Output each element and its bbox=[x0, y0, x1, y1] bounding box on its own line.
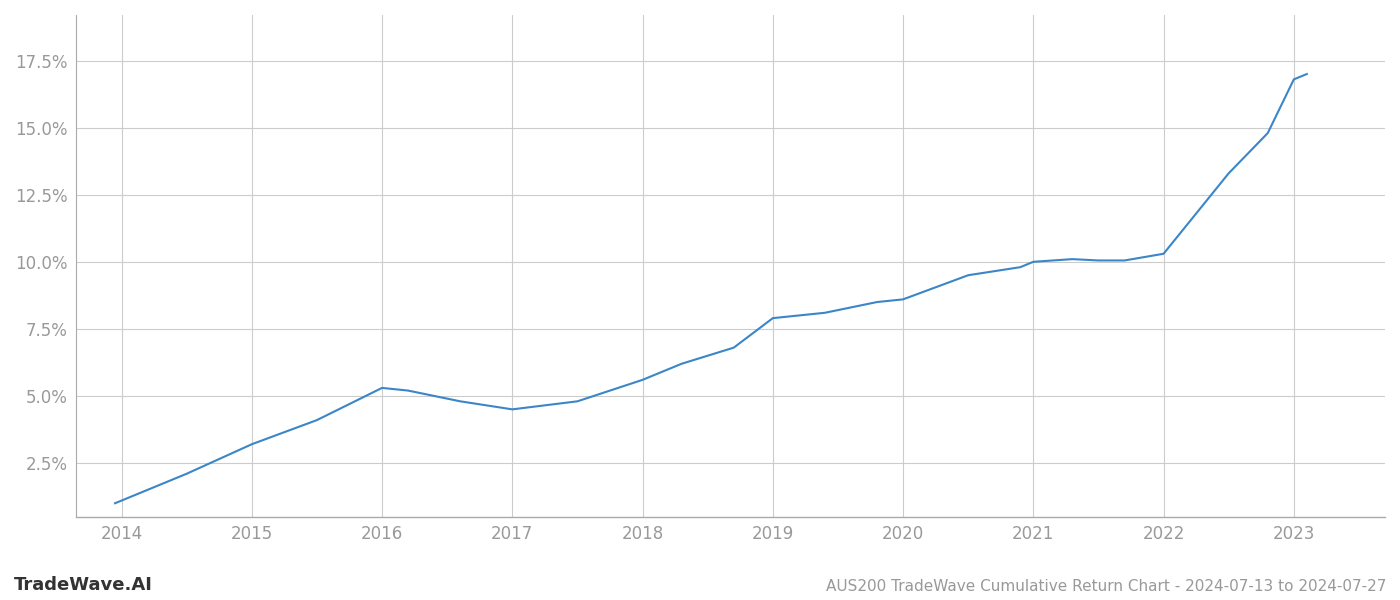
Text: AUS200 TradeWave Cumulative Return Chart - 2024-07-13 to 2024-07-27: AUS200 TradeWave Cumulative Return Chart… bbox=[826, 579, 1386, 594]
Text: TradeWave.AI: TradeWave.AI bbox=[14, 576, 153, 594]
